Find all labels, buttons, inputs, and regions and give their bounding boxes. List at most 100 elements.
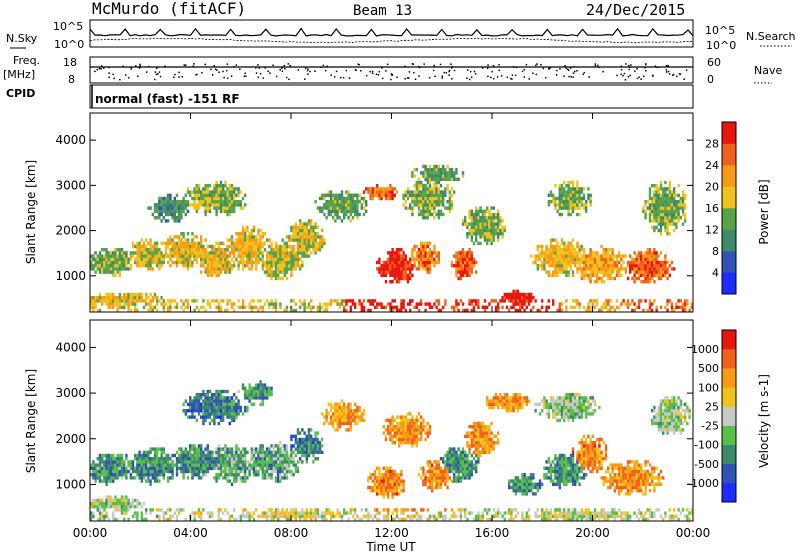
- heatmap-cell: [156, 296, 158, 299]
- heatmap-cell: [123, 302, 125, 305]
- heatmap-cell: [259, 245, 261, 248]
- heatmap-cell: [218, 396, 220, 399]
- heatmap-cell: [317, 226, 319, 229]
- heatmap-cell: [383, 264, 385, 267]
- heatmap-cell: [488, 213, 490, 216]
- heatmap-cell: [108, 302, 110, 305]
- heatmap-cell: [176, 463, 178, 466]
- heatmap-cell: [105, 267, 107, 270]
- freq-sample: [227, 63, 229, 65]
- heatmap-cell: [222, 396, 224, 399]
- heatmap-cell: [675, 306, 677, 309]
- heatmap-cell: [262, 396, 264, 399]
- heatmap-cell: [141, 238, 143, 241]
- heatmap-cell: [220, 306, 222, 309]
- heatmap-cell: [510, 296, 512, 299]
- heatmap-cell: [147, 479, 149, 482]
- heatmap-cell: [121, 299, 123, 302]
- heatmap-cell: [215, 479, 217, 482]
- heatmap-cell: [288, 267, 290, 270]
- heatmap-cell: [592, 270, 594, 273]
- heatmap-cell: [350, 203, 352, 206]
- heatmap-cell: [237, 254, 239, 257]
- colorbar-tick-label: 4: [712, 267, 719, 280]
- heatmap-cell: [229, 213, 231, 216]
- freq-sample: [119, 79, 121, 81]
- heatmap-cell: [156, 258, 158, 261]
- heatmap-cell: [284, 258, 286, 261]
- heatmap-cell: [666, 261, 668, 264]
- heatmap-cell: [297, 232, 299, 235]
- heatmap-cell: [671, 219, 673, 222]
- heatmap-cell: [552, 302, 554, 305]
- heatmap-cell: [116, 248, 118, 251]
- heatmap-cell: [438, 178, 440, 181]
- heatmap-cell: [675, 302, 677, 305]
- heatmap-cell: [413, 258, 415, 261]
- heatmap-cell: [515, 290, 517, 293]
- heatmap-cell: [640, 264, 642, 267]
- freq-sample: [396, 77, 398, 79]
- heatmap-cell: [244, 460, 246, 463]
- heatmap-cell: [647, 200, 649, 203]
- heatmap-cell: [198, 399, 200, 402]
- heatmap-cell: [224, 403, 226, 406]
- heatmap-cell: [398, 248, 400, 251]
- heatmap-cell: [365, 200, 367, 203]
- heatmap-cell: [92, 476, 94, 479]
- heatmap-cell: [182, 460, 184, 463]
- heatmap-cell: [176, 203, 178, 206]
- heatmap-cell: [209, 511, 211, 514]
- heatmap-cell: [649, 267, 651, 270]
- heatmap-cell: [158, 267, 160, 270]
- heatmap-cell: [279, 251, 281, 254]
- heatmap-cell: [130, 299, 132, 302]
- heatmap-cell: [257, 254, 259, 257]
- heatmap-cell: [266, 264, 268, 267]
- heatmap-cell: [266, 473, 268, 476]
- heatmap-cell: [209, 409, 211, 412]
- heatmap-cell: [651, 261, 653, 264]
- heatmap-cell: [438, 194, 440, 197]
- heatmap-cell: [185, 306, 187, 309]
- heatmap-cell: [255, 267, 257, 270]
- heatmap-cell: [101, 511, 103, 514]
- heatmap-cell: [662, 206, 664, 209]
- heatmap-cell: [174, 219, 176, 222]
- heatmap-cell: [572, 299, 574, 302]
- freq-sample: [676, 76, 678, 78]
- heatmap-cell: [136, 258, 138, 261]
- heatmap-cell: [567, 187, 569, 190]
- heatmap-cell: [468, 274, 470, 277]
- heatmap-cell: [411, 254, 413, 257]
- heatmap-cell: [116, 460, 118, 463]
- heatmap-cell: [218, 245, 220, 248]
- freq-sample: [258, 77, 260, 79]
- heatmap-cell: [213, 467, 215, 470]
- heatmap-cell: [163, 476, 165, 479]
- heatmap-cell: [554, 264, 556, 267]
- heatmap-cell: [669, 190, 671, 193]
- freq-sample: [535, 65, 537, 67]
- heatmap-cell: [193, 473, 195, 476]
- heatmap-cell: [424, 187, 426, 190]
- heatmap-cell: [224, 194, 226, 197]
- heatmap-cell: [677, 206, 679, 209]
- heatmap-cell: [259, 238, 261, 241]
- heatmap-cell: [387, 267, 389, 270]
- heatmap-cell: [664, 229, 666, 232]
- heatmap-cell: [279, 277, 281, 280]
- heatmap-cell: [636, 306, 638, 309]
- heatmap-cell: [149, 267, 151, 270]
- heatmap-cell: [215, 270, 217, 273]
- freq-sample: [100, 68, 102, 70]
- heatmap-cell: [240, 232, 242, 235]
- heatmap-cell: [420, 171, 422, 174]
- heatmap-cell: [567, 261, 569, 264]
- heatmap-cell: [198, 467, 200, 470]
- heatmap-cell: [251, 396, 253, 399]
- heatmap-cell: [209, 412, 211, 415]
- heatmap-cell: [149, 447, 151, 450]
- heatmap-cell: [191, 447, 193, 450]
- heatmap-cell: [576, 206, 578, 209]
